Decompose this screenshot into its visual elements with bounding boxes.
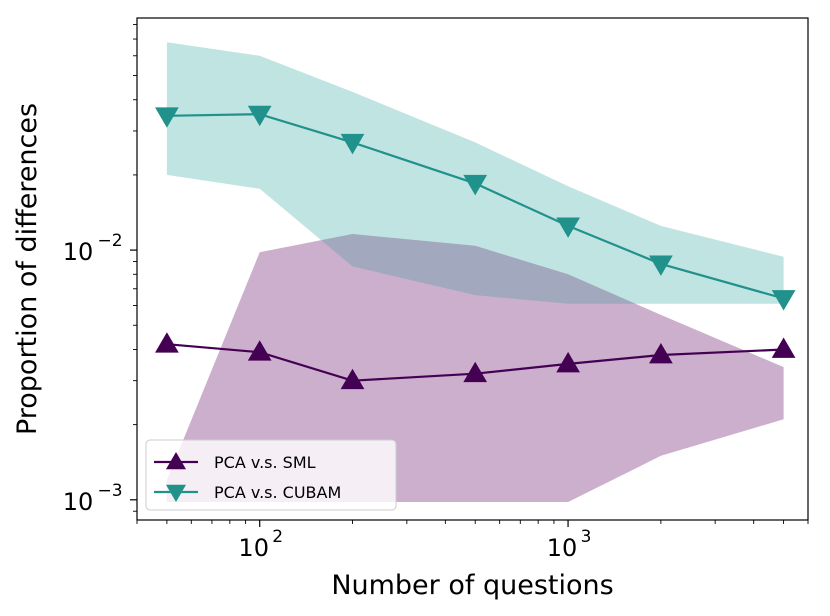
marker-cubam-200 [340,133,365,155]
plot-frame [136,17,809,521]
marker-sml-1000 [556,351,580,373]
confidence-bands [166,42,784,502]
marker-sml-5000 [771,337,796,358]
y-tick-label: 10 [63,488,94,516]
y-tick-exponent: −3 [97,481,122,501]
marker-sml-2000 [649,343,673,364]
legend-marker-cubam [166,484,186,502]
legend: PCA v.s. SML PCA v.s. CUBAM [145,439,397,511]
marker-cubam-1000 [556,217,580,238]
marker-cubam-2000 [649,255,673,276]
marker-cubam-100 [247,105,272,127]
series-markers [155,105,796,390]
marker-cubam-50 [155,107,179,128]
x-axis-ticks: 10 2 10 3 [136,520,809,562]
marker-sml-100 [247,340,272,361]
y-tick-exponent: −2 [97,231,122,251]
marker-sml-50 [155,332,179,353]
x-axis-label: Number of questions [331,570,613,601]
x-tick-exponent: 3 [581,527,592,547]
marker-cubam-5000 [771,290,796,311]
band-cubam [166,42,784,304]
marker-sml-500 [463,361,488,383]
legend-box [145,439,397,511]
y-axis-label: Proportion of differences [12,103,43,435]
marker-sml-200 [340,368,365,390]
marker-cubam-500 [463,174,488,196]
legend-label-cubam: PCA v.s. CUBAM [214,483,341,502]
y-tick-label: 10 [63,238,94,266]
y-axis-ticks: 10−310−2 [63,24,137,516]
x-tick-label: 10 [547,534,578,562]
legend-label-sml: PCA v.s. SML [214,453,316,472]
legend-marker-sml [166,452,186,470]
x-tick-label: 10 [238,534,269,562]
x-tick-exponent: 2 [272,527,283,547]
